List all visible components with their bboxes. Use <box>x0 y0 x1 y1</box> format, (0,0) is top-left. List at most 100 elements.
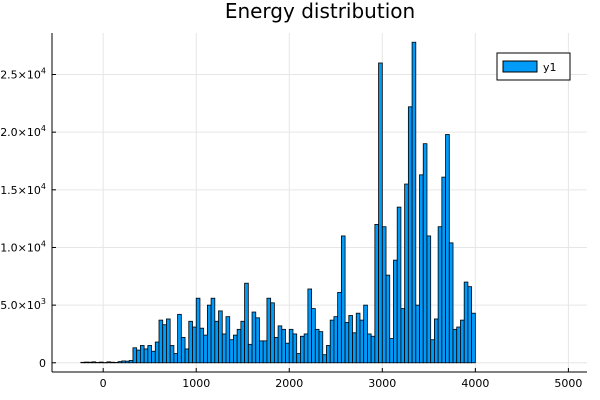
grid-lines <box>52 33 587 372</box>
histogram-bar <box>318 331 324 364</box>
histogram-bar <box>110 361 115 364</box>
histogram-bar <box>422 143 428 364</box>
histogram-bar <box>322 354 327 364</box>
histogram-bar <box>355 312 361 364</box>
histogram-bar <box>229 339 234 364</box>
histogram-bar <box>385 274 391 364</box>
histogram-bar <box>169 345 175 364</box>
histogram-bar <box>407 106 413 364</box>
y-tick-label: 5.0×103 <box>0 297 46 312</box>
histogram-bar <box>292 333 298 364</box>
histogram-bar <box>463 281 469 364</box>
x-tick-label: 1000 <box>182 377 210 390</box>
histogram-bar <box>326 345 331 364</box>
histogram-bar <box>434 318 439 364</box>
histogram-bar <box>91 361 97 364</box>
histogram-bar <box>363 304 368 364</box>
histogram-bar <box>300 335 305 364</box>
histogram-bar <box>430 339 435 364</box>
histogram-bar <box>314 328 320 364</box>
histogram-bar <box>184 348 190 364</box>
x-tick-label: 5000 <box>554 377 582 390</box>
histogram-bar <box>467 286 473 364</box>
histogram-bar <box>158 319 164 364</box>
histogram-bar <box>411 41 417 364</box>
histogram-bar <box>225 316 231 364</box>
histogram-bar <box>121 360 126 364</box>
histogram-bar <box>378 62 383 364</box>
histogram-bar <box>426 235 432 364</box>
y-tick-label: 2.5×104 <box>0 67 46 82</box>
histogram-bar <box>139 345 145 364</box>
histogram-bar <box>180 337 186 364</box>
histogram-bar <box>173 353 179 364</box>
histogram-bar <box>370 335 376 364</box>
histogram-bar <box>374 224 379 364</box>
x-tick-label: 0 <box>100 377 107 390</box>
histogram-bar <box>281 328 286 364</box>
histogram-bar <box>177 313 182 364</box>
histogram-bar <box>396 206 402 364</box>
y-tick-label: 2.0×104 <box>0 124 46 139</box>
histogram-bar <box>199 327 205 364</box>
histogram-bar <box>262 340 268 364</box>
histogram-bar <box>288 328 294 364</box>
histogram-bar <box>448 242 454 364</box>
histogram-bar <box>437 226 443 364</box>
histogram-bar <box>285 342 290 364</box>
histogram-bar <box>381 226 387 364</box>
histogram-bar <box>393 259 398 364</box>
histogram-bar <box>311 308 316 364</box>
y-axis-ticks: 0 5.0×103 1.0×104 1.5×104 2.0×104 2.5×104 <box>0 67 56 370</box>
y-tick-label: 1.0×104 <box>0 239 46 254</box>
histogram-bar <box>244 282 249 364</box>
histogram-bar <box>240 320 246 364</box>
histogram-bar <box>296 353 301 364</box>
histogram-bar <box>136 349 141 364</box>
histogram-bar <box>352 332 357 364</box>
histogram-bar <box>106 361 112 364</box>
legend: y1 <box>496 52 571 81</box>
histogram-bar <box>337 292 342 364</box>
legend-label-y1: y1 <box>543 61 557 74</box>
histogram-bar <box>452 328 458 364</box>
histogram-bar <box>419 174 424 364</box>
histogram-bar <box>367 333 372 364</box>
histogram-bar <box>236 328 242 364</box>
histogram-bar <box>147 345 152 364</box>
y-tick-label: 1.5×104 <box>0 182 46 197</box>
x-tick-label: 4000 <box>461 377 489 390</box>
histogram-bar <box>329 319 335 364</box>
axes <box>51 33 587 373</box>
histogram-bar <box>125 360 130 364</box>
histogram-bar <box>247 343 253 364</box>
histogram-bar <box>214 320 219 364</box>
histogram-bar <box>273 337 279 364</box>
histogram-bar <box>210 297 216 364</box>
bar-series <box>80 41 476 364</box>
histogram-bar <box>188 320 193 364</box>
histogram-bar <box>99 361 104 364</box>
histogram-bar <box>415 304 420 364</box>
histogram-bar <box>233 334 238 364</box>
histogram-bar <box>259 340 264 364</box>
histogram-bar <box>348 315 353 364</box>
histogram-bar <box>143 348 149 364</box>
histogram-bar <box>154 341 160 364</box>
legend-swatch-y1 <box>502 60 538 73</box>
histogram-bar <box>340 235 346 364</box>
x-tick-label: 3000 <box>368 377 396 390</box>
histogram-bar <box>87 361 93 364</box>
histogram-bar <box>333 316 339 364</box>
histogram-bar <box>192 326 197 364</box>
histogram-bar <box>270 302 275 364</box>
histogram-bar <box>277 325 283 364</box>
histogram-bar <box>445 134 450 364</box>
histogram-bar <box>344 322 350 364</box>
histogram-bar <box>132 347 138 364</box>
x-axis-ticks: 0 1000 2000 3000 4000 5000 <box>100 368 582 390</box>
histogram-bar <box>251 311 257 364</box>
histogram-bar <box>266 297 272 364</box>
histogram-bar <box>404 183 409 364</box>
